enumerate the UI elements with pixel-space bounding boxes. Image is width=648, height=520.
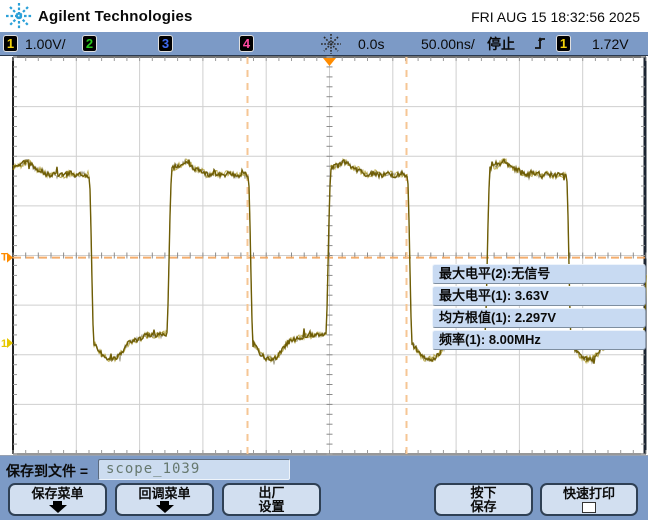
timebase-delay: 0.0s <box>358 36 385 52</box>
measurement-vrms-ch1: 均方根值(1): 2.297V <box>432 308 646 328</box>
measurement-vmax-ch2: 最大电平(2):无信号 <box>432 264 646 284</box>
svg-text:T: T <box>1 252 8 264</box>
measurement-freq-ch1: 频率(1): 8.00MHz <box>432 330 646 350</box>
agilent-logo-icon <box>5 2 33 35</box>
title-bar: Agilent Technologies FRI AUG 15 18:32:56… <box>0 0 648 32</box>
softkey-bar: 保存到文件 = scope_1039 保存菜单 回调菜单 出厂 设置 按下 保存… <box>0 455 648 520</box>
trigger-level: 1.72V <box>592 36 629 52</box>
channel-3-badge[interactable]: 3 <box>158 35 173 52</box>
channel-4-badge[interactable]: 4 <box>239 35 254 52</box>
brand-title: Agilent Technologies <box>38 8 193 25</box>
svg-text:1: 1 <box>1 338 7 350</box>
datetime: FRI AUG 15 18:32:56 2025 <box>471 9 640 25</box>
channel-1-badge[interactable]: 1 <box>3 35 18 52</box>
measurement-vmax-ch1: 最大电平(1): 3.63V <box>432 286 646 306</box>
softkey-press-to-save[interactable]: 按下 保存 <box>434 483 533 516</box>
trigger-edge-icon <box>534 36 547 54</box>
print-checkbox-icon <box>582 501 596 513</box>
softkey-factory-setup[interactable]: 出厂 设置 <box>222 483 321 516</box>
run-state: 停止 <box>487 36 515 52</box>
down-arrow-icon <box>155 500 174 513</box>
down-arrow-icon <box>48 500 67 513</box>
softkey-save-menu[interactable]: 保存菜单 <box>8 483 107 516</box>
starburst-icon <box>321 34 341 57</box>
softkey-quick-print[interactable]: 快速打印 <box>540 483 638 516</box>
status-bar: 1 1.00V/ 2 3 4 0.0s 50.00ns/ 停止 1 1. <box>0 32 648 56</box>
trigger-source-badge[interactable]: 1 <box>556 35 571 52</box>
channel-2-badge[interactable]: 2 <box>82 35 97 52</box>
waveform-plot: T1 <box>1 56 647 455</box>
save-file-label: 保存到文件 = <box>6 463 89 479</box>
channel-1-scale: 1.00V/ <box>25 36 66 52</box>
measurement-readouts: 最大电平(2):无信号 最大电平(1): 3.63V 均方根值(1): 2.29… <box>432 264 646 352</box>
filename-field[interactable]: scope_1039 <box>98 459 290 480</box>
softkey-recall-menu[interactable]: 回调菜单 <box>115 483 214 516</box>
timebase-scale: 50.00ns/ <box>421 36 475 52</box>
